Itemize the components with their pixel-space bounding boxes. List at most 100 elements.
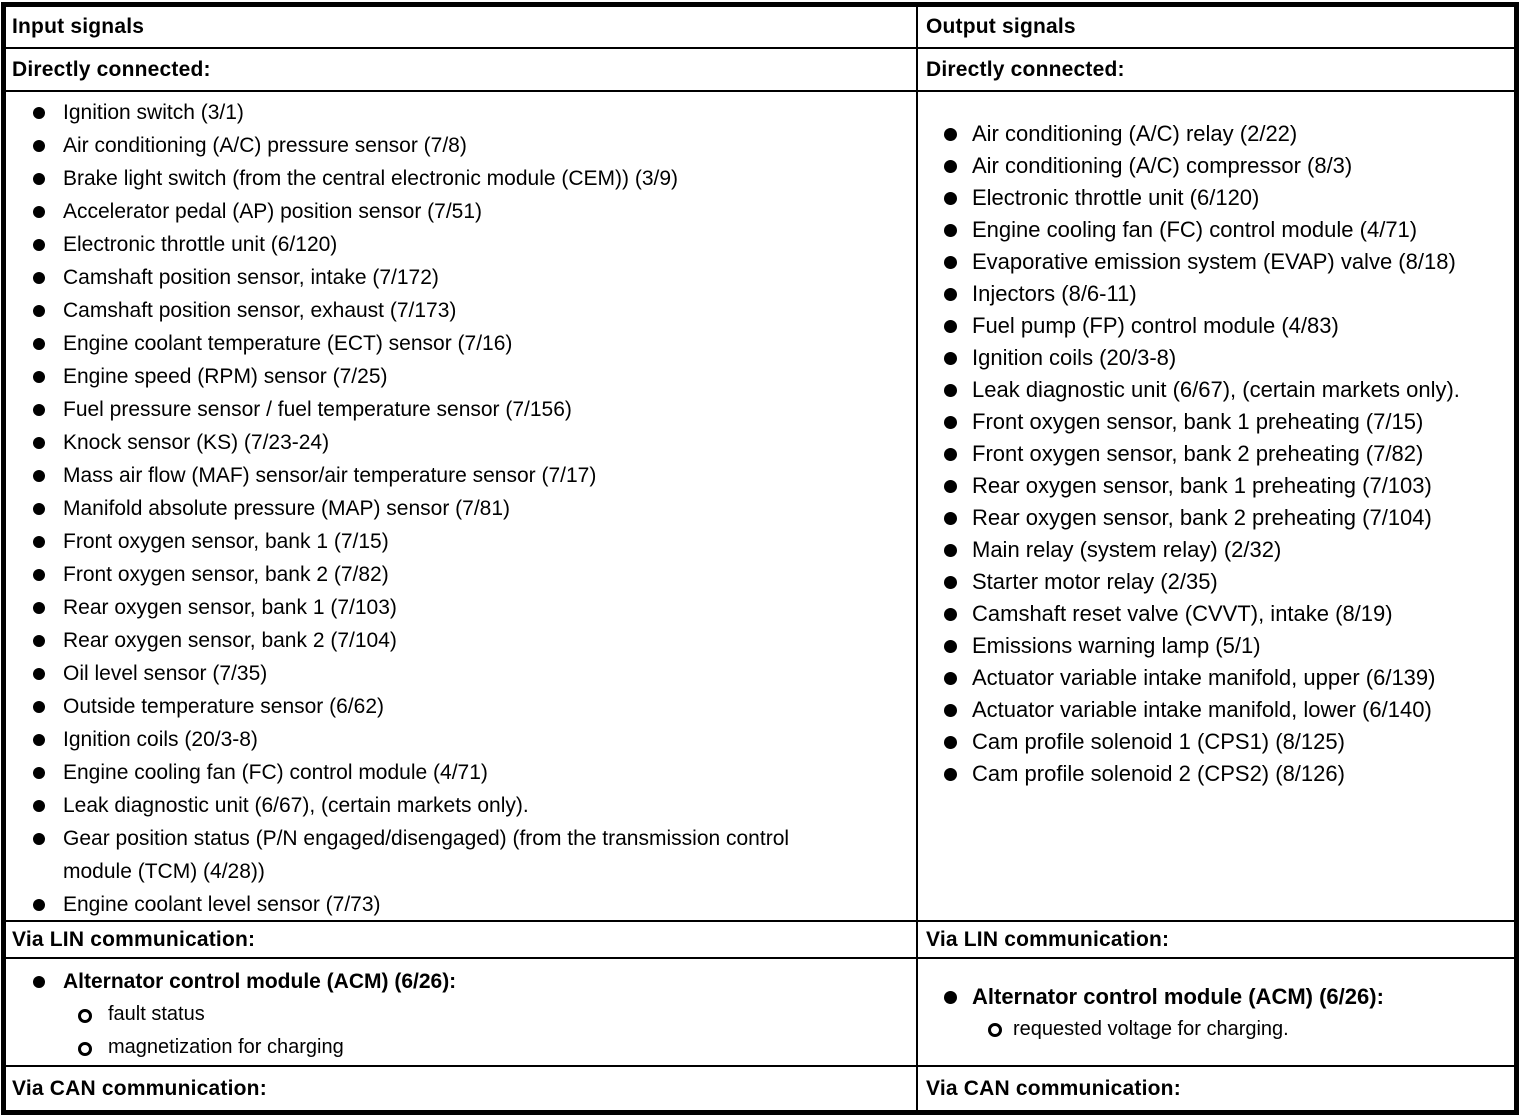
list-item: Main relay (system relay) (2/32) <box>918 534 1488 566</box>
list-item: Air conditioning (A/C) pressure sensor (… <box>6 129 821 162</box>
bullet-icon <box>33 404 45 416</box>
list-item: Accelerator pedal (AP) position sensor (… <box>6 195 821 228</box>
list-item: Engine coolant temperature (ECT) sensor … <box>6 327 821 360</box>
list-item-text: Actuator variable intake manifold, upper… <box>972 665 1436 690</box>
list-item-text: Injectors (8/6-11) <box>972 281 1137 306</box>
list-item: Electronic throttle unit (6/120) <box>918 182 1488 214</box>
list-item-text: Front oxygen sensor, bank 1 (7/15) <box>63 530 389 553</box>
circle-bullet-icon <box>78 1009 92 1023</box>
list-item-text: Engine coolant temperature (ECT) sensor … <box>63 332 513 355</box>
list-item-text: Fuel pump (FP) control module (4/83) <box>972 313 1339 338</box>
list-item-text: Electronic throttle unit (6/120) <box>972 185 1260 210</box>
list-item-text: Alternator control module (ACM) (6/26): <box>63 970 457 993</box>
list-item-text: Alternator control module (ACM) (6/26): <box>972 984 1384 1009</box>
bullet-icon <box>33 833 45 845</box>
bullet-icon <box>944 256 957 269</box>
bullet-icon <box>33 272 45 284</box>
list-item-text: Starter motor relay (2/35) <box>972 569 1218 594</box>
list-item: Front oxygen sensor, bank 1 (7/15) <box>6 525 821 558</box>
list-item: Manifold absolute pressure (MAP) sensor … <box>6 492 821 525</box>
list-item: Ignition coils (20/3-8) <box>6 723 821 756</box>
list-item-text: Oil level sensor (7/35) <box>63 662 268 685</box>
list-item-text: Brake light switch (from the central ele… <box>63 167 679 190</box>
bullet-icon <box>33 503 45 515</box>
bullet-icon <box>944 512 957 525</box>
list-item: Air conditioning (A/C) compressor (8/3) <box>918 150 1488 182</box>
list-item: Alternator control module (ACM) (6/26): <box>6 965 821 998</box>
bullet-icon <box>33 899 45 911</box>
bullet-icon <box>33 635 45 647</box>
list-item-text: Rear oxygen sensor, bank 2 preheating (7… <box>972 505 1432 530</box>
input-via-lin-list: Alternator control module (ACM) (6/26): f… <box>6 959 918 1067</box>
bullet-icon <box>33 371 45 383</box>
circle-bullet-icon <box>988 1023 1002 1037</box>
bullet-icon <box>944 448 957 461</box>
list-item: Cam profile solenoid 2 (CPS2) (8/126) <box>918 758 1488 790</box>
list-item-text: Camshaft reset valve (CVVT), intake (8/1… <box>972 601 1393 626</box>
bullet-icon <box>33 305 45 317</box>
bullet-icon <box>944 320 957 333</box>
bullet-icon <box>944 128 957 141</box>
list-item: Fuel pump (FP) control module (4/83) <box>918 310 1488 342</box>
list-item-text: Leak diagnostic unit (6/67), (certain ma… <box>972 377 1460 402</box>
list-item: Knock sensor (KS) (7/23-24) <box>6 426 821 459</box>
list-item-text: Front oxygen sensor, bank 2 preheating (… <box>972 441 1424 466</box>
bullet-icon <box>33 668 45 680</box>
list-item: Emissions warning lamp (5/1) <box>918 630 1488 662</box>
list-item: Electronic throttle unit (6/120) <box>6 228 821 261</box>
list-item-text: Manifold absolute pressure (MAP) sensor … <box>63 497 511 520</box>
list-item-text: Air conditioning (A/C) relay (2/22) <box>972 121 1298 146</box>
list-item: Leak diagnostic unit (6/67), (certain ma… <box>918 374 1488 406</box>
list-item-text: Main relay (system relay) (2/32) <box>972 537 1282 562</box>
output-via-lin-label: Via LIN communication: <box>918 922 1514 959</box>
bullet-icon <box>944 288 957 301</box>
bullet-icon <box>944 224 957 237</box>
list-item-text: Actuator variable intake manifold, lower… <box>972 697 1432 722</box>
list-item-text: Engine coolant level sensor (7/73) <box>63 893 381 916</box>
bullet-icon <box>33 536 45 548</box>
bullet-icon <box>33 602 45 614</box>
list-item: Leak diagnostic unit (6/67), (certain ma… <box>6 789 821 822</box>
list-item: Camshaft position sensor, intake (7/172) <box>6 261 821 294</box>
list-item-text: Accelerator pedal (AP) position sensor (… <box>63 200 483 223</box>
list-item: Cam profile solenoid 1 (CPS1) (8/125) <box>918 726 1488 758</box>
list-item-text: Camshaft position sensor, intake (7/172) <box>63 266 439 289</box>
input-directly-connected-label: Directly connected: <box>6 49 918 92</box>
output-via-can-label: Via CAN communication: <box>918 1067 1514 1110</box>
bullet-icon <box>33 173 45 185</box>
list-item: Engine cooling fan (FC) control module (… <box>6 756 821 789</box>
list-item-text: Cam profile solenoid 2 (CPS2) (8/126) <box>972 761 1345 786</box>
list-item-text: Front oxygen sensor, bank 1 preheating (… <box>972 409 1424 434</box>
list-item-text: Mass air flow (MAF) sensor/air temperatu… <box>63 464 597 487</box>
bullet-icon <box>33 800 45 812</box>
list-item-text: Ignition coils (20/3-8) <box>972 345 1177 370</box>
bullet-icon <box>944 704 957 717</box>
output-directly-connected-label: Directly connected: <box>918 49 1514 92</box>
bullet-icon <box>33 338 45 350</box>
list-item-text: Air conditioning (A/C) pressure sensor (… <box>63 134 467 157</box>
sub-list-item: fault status <box>6 998 821 1031</box>
list-item: Front oxygen sensor, bank 2 preheating (… <box>918 438 1488 470</box>
input-signals-header: Input signals <box>6 7 918 49</box>
bullet-icon <box>944 672 957 685</box>
list-item-text: Gear position status (P/N engaged/diseng… <box>63 827 790 883</box>
bullet-icon <box>33 976 45 988</box>
list-item: Front oxygen sensor, bank 1 preheating (… <box>918 406 1488 438</box>
bullet-icon <box>33 239 45 251</box>
sub-list-item: magnetization for charging <box>6 1031 821 1064</box>
bullet-icon <box>944 544 957 557</box>
bullet-icon <box>944 768 957 781</box>
list-item-text: Air conditioning (A/C) compressor (8/3) <box>972 153 1353 178</box>
list-item-text: Ignition switch (3/1) <box>63 101 244 124</box>
list-item: Gear position status (P/N engaged/diseng… <box>6 822 821 888</box>
input-directly-connected-list: Ignition switch (3/1) Air conditioning (A… <box>6 92 918 922</box>
circle-bullet-icon <box>78 1042 92 1056</box>
list-item-text: Emissions warning lamp (5/1) <box>972 633 1261 658</box>
sub-item-text: requested voltage for charging. <box>1013 1018 1289 1040</box>
bullet-icon <box>944 480 957 493</box>
list-item: Rear oxygen sensor, bank 2 preheating (7… <box>918 502 1488 534</box>
list-item: Rear oxygen sensor, bank 2 (7/104) <box>6 624 821 657</box>
bullet-icon <box>33 734 45 746</box>
